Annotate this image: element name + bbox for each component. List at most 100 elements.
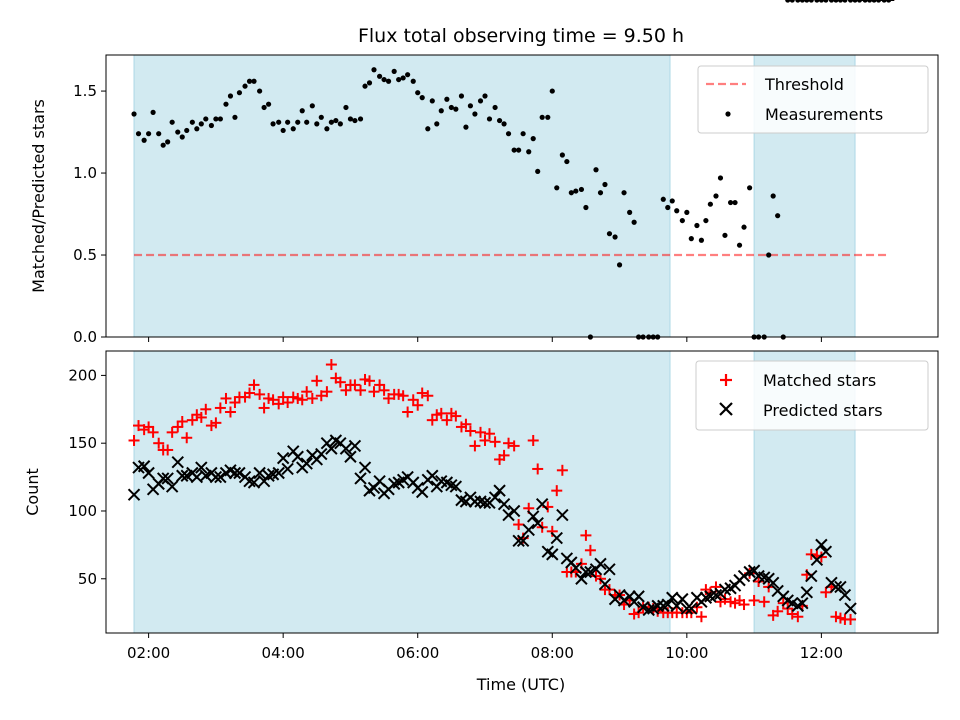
- matched-star-marker: [220, 392, 232, 404]
- predicted-star-marker: [594, 557, 607, 571]
- matched-star-marker: [325, 359, 337, 371]
- measurement-point: [396, 76, 402, 83]
- count-panel-legend: Matched stars Predicted stars: [695, 360, 929, 431]
- measurement-point: [669, 198, 675, 204]
- predicted-star-marker: [272, 466, 285, 480]
- matched-star-marker: [513, 519, 525, 531]
- matched-star-marker: [475, 426, 487, 438]
- predicted-star-marker: [325, 442, 338, 455]
- predicted-star-marker: [426, 469, 439, 482]
- measurement-point: [453, 106, 459, 112]
- measurement-point: [520, 131, 526, 137]
- count-panel: 02:00 04:00 06:00 08:00 10:00 12:00 50 100 150 2…: [23, 0, 939, 694]
- predicted-star-marker: [165, 480, 179, 493]
- predicted-star-marker: [488, 491, 502, 504]
- x-tick-label: 12:00: [800, 644, 843, 662]
- matched-star-marker: [738, 599, 750, 611]
- matched-star-marker: [355, 384, 367, 396]
- predicted-star-marker: [262, 469, 275, 482]
- matched-star-marker: [450, 410, 462, 422]
- matched-star-marker: [489, 436, 501, 448]
- measurement-point: [741, 224, 747, 230]
- measurement-point: [458, 93, 465, 99]
- measurement-point: [837, 0, 844, 3]
- y-tick-label: 200: [68, 366, 97, 384]
- predicted-star-marker: [815, 538, 828, 552]
- measurement-point: [707, 201, 713, 207]
- predicted-stars-series: [127, 0, 895, 617]
- predicted-star-marker: [603, 563, 616, 576]
- y-tick-label: 0.0: [73, 328, 97, 346]
- matched-star-marker: [311, 375, 323, 387]
- predicted-star-marker: [743, 565, 756, 579]
- predicted-star-marker: [493, 484, 506, 497]
- legend-measurements-swatch: [725, 111, 731, 117]
- measurement-point: [141, 137, 147, 143]
- predicted-star-marker: [507, 504, 521, 518]
- matched-star-marker: [334, 376, 346, 388]
- measurement-point: [583, 204, 589, 211]
- measurement-point: [343, 104, 349, 111]
- matched-star-marker: [315, 390, 327, 402]
- measurement-point: [688, 236, 694, 242]
- measurement-point: [606, 231, 613, 237]
- measurement-point: [713, 193, 719, 199]
- measurement-point: [467, 103, 474, 109]
- chart-title: Flux total observing time = 9.50 h: [358, 25, 684, 47]
- measurement-point: [381, 76, 387, 83]
- legend-matched-swatch: [720, 374, 732, 386]
- y-tick-label: 1.5: [73, 82, 97, 100]
- predicted-star-marker: [642, 603, 655, 617]
- measurement-point: [217, 116, 223, 122]
- measurement-point: [496, 117, 503, 124]
- measurement-point: [299, 108, 305, 114]
- measurement-point: [135, 131, 142, 137]
- predicted-star-marker: [805, 569, 818, 583]
- measurement-point: [559, 152, 565, 158]
- predicted-star-marker: [142, 466, 155, 480]
- measurement-point: [795, 0, 801, 3]
- predicted-star-marker: [575, 572, 588, 585]
- observing-interval-shade: [133, 54, 671, 338]
- measurement-point: [694, 222, 700, 229]
- measurement-point: [564, 158, 570, 165]
- matched-star-marker: [652, 605, 664, 617]
- x-tick-label: 06:00: [396, 644, 439, 662]
- predicted-star-marker: [531, 516, 544, 530]
- measurement-point: [309, 103, 315, 109]
- measurement-point: [823, 0, 829, 3]
- measurement-point: [736, 242, 743, 248]
- predicted-star-marker: [844, 602, 857, 615]
- matched-star-marker: [273, 398, 285, 410]
- predicted-star-marker: [195, 461, 208, 474]
- measurement-point: [842, 0, 848, 3]
- predicted-star-marker: [796, 596, 809, 610]
- measurement-point: [179, 134, 185, 140]
- measurement-point: [535, 168, 541, 175]
- predicted-star-marker: [699, 591, 713, 604]
- matched-star-marker: [753, 575, 765, 587]
- measurement-point: [429, 98, 435, 104]
- matched-star-marker: [244, 387, 256, 399]
- measurement-point: [766, 252, 772, 258]
- measurements-series: [131, 0, 892, 340]
- measurement-point: [304, 119, 310, 125]
- measurement-point: [684, 209, 690, 215]
- measurement-point: [828, 0, 835, 3]
- matched-star-marker: [556, 464, 568, 476]
- matched-star-marker: [441, 414, 453, 426]
- ratio-panel: 0.0 0.5 1.0 1.5 Matched/Predicted stars Thr…: [29, 0, 939, 346]
- measurement-point: [175, 129, 181, 135]
- measurement-point: [516, 147, 522, 153]
- matched-star-marker: [469, 440, 481, 452]
- predicted-star-marker: [838, 588, 852, 602]
- matched-star-marker: [460, 418, 472, 430]
- matched-star-marker: [248, 379, 260, 391]
- predicted-star-marker: [209, 470, 223, 484]
- measurement-point: [280, 127, 286, 134]
- matched-star-marker: [147, 426, 159, 438]
- matched-star-marker: [532, 463, 544, 475]
- count-panel-frame: [105, 350, 939, 634]
- matched-star-marker: [368, 386, 380, 398]
- measurement-point: [419, 95, 425, 101]
